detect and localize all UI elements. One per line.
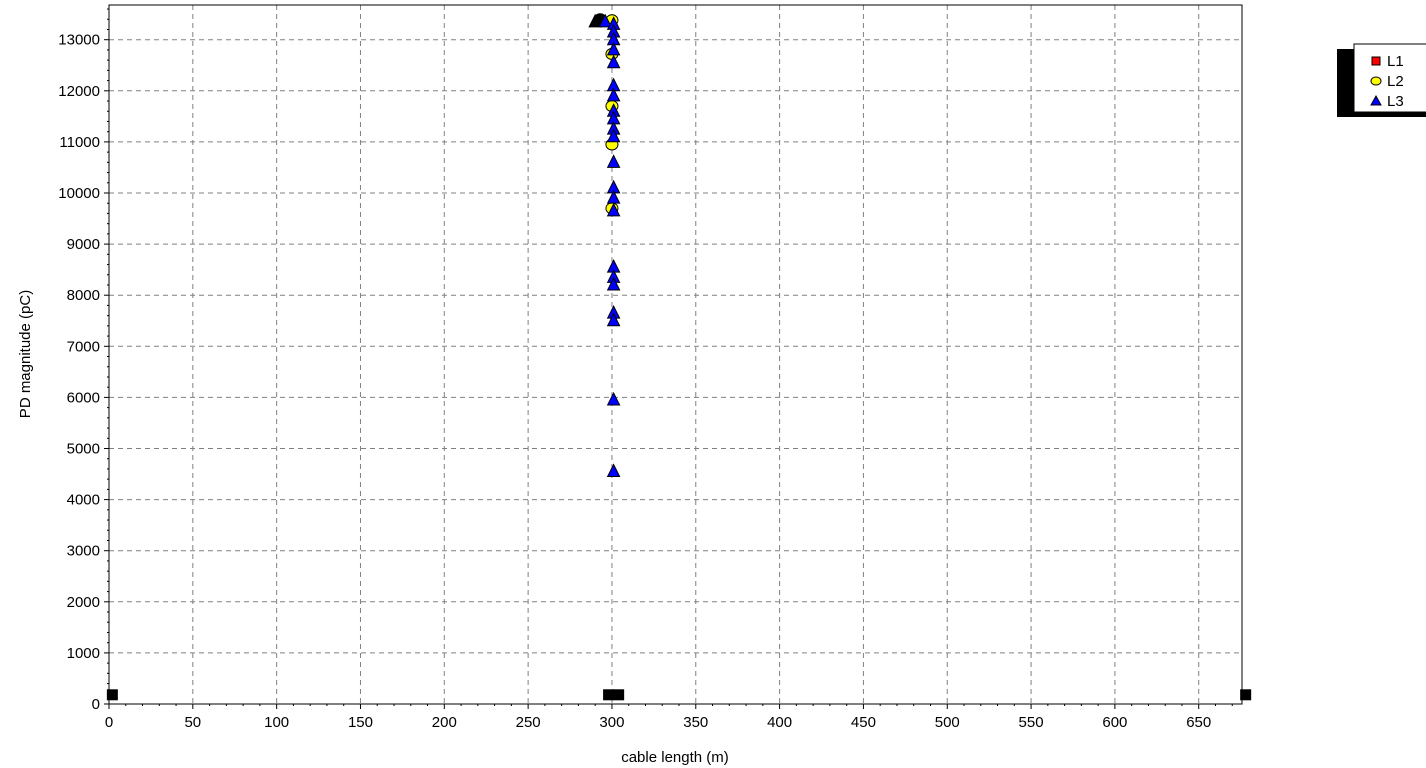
legend-label-l3: L3 <box>1387 93 1404 110</box>
y-tick-label: 12000 <box>58 83 100 100</box>
point-l3 <box>606 202 621 217</box>
point-l3 <box>606 87 621 102</box>
data-points <box>106 13 1252 701</box>
x-tick-label: 450 <box>851 714 876 731</box>
x-tick-label: 500 <box>935 714 960 731</box>
x-tick-label: 50 <box>184 714 201 731</box>
x-axis-title: cable length (m) <box>621 749 729 766</box>
axes: 0 50 100 150 200 250 300 350 400 450 500 550 600 650 0… <box>58 8 1233 731</box>
y-tick-label: 13000 <box>58 32 100 49</box>
y-tick-label: 1000 <box>67 645 100 662</box>
y-tick-label: 11000 <box>59 134 100 151</box>
x-tick-label: 550 <box>1019 714 1044 731</box>
x-tick-label: 150 <box>348 714 373 731</box>
x-tick-label: 300 <box>599 714 624 731</box>
x-tick-label: 250 <box>516 714 541 731</box>
point-l3 <box>598 13 613 28</box>
x-tick-label: 600 <box>1102 714 1127 731</box>
legend-marker-l2 <box>1370 76 1382 86</box>
point-l3 <box>606 54 621 69</box>
marker-point <box>603 689 615 701</box>
point-l3 <box>606 154 621 168</box>
x-tick-label: 650 <box>1186 714 1211 731</box>
marker-point <box>613 689 625 701</box>
x-tick-label: 100 <box>264 714 289 731</box>
y-tick-label: 6000 <box>67 389 100 406</box>
point-l3 <box>606 312 621 327</box>
point-l3 <box>606 276 621 291</box>
y-tick-label: 5000 <box>67 441 100 458</box>
legend-box <box>1353 43 1426 113</box>
point-l3 <box>606 463 621 477</box>
x-tick-label: 350 <box>683 714 708 731</box>
x-tick-label: 0 <box>105 714 113 731</box>
plot-frame <box>108 4 1243 705</box>
y-tick-label: 7000 <box>67 338 100 355</box>
y-tick-label: 9000 <box>67 236 100 253</box>
y-axis-title: PD magnitude (pC) <box>17 290 34 418</box>
legend: L1 L2 L3 <box>1337 43 1426 117</box>
x-tick-label: 200 <box>432 714 457 731</box>
x-tick-label: 400 <box>767 714 792 731</box>
y-tick-label: 10000 <box>58 185 100 202</box>
y-tick-label: 3000 <box>67 543 100 560</box>
legend-label-l1: L1 <box>1387 53 1404 70</box>
point-l3 <box>606 391 621 406</box>
marker-point <box>106 689 118 701</box>
y-tick-label: 8000 <box>67 287 100 304</box>
legend-marker-l3 <box>1370 94 1382 106</box>
marker-point <box>1240 689 1252 701</box>
legend-label-l2: L2 <box>1387 73 1404 90</box>
y-tick-label: 2000 <box>67 594 100 611</box>
y-tick-label: 4000 <box>67 492 100 509</box>
point-l3 <box>606 128 621 143</box>
legend-marker-l1 <box>1371 56 1381 66</box>
y-tick-label: 0 <box>92 696 100 713</box>
grid-lines <box>109 5 1242 704</box>
